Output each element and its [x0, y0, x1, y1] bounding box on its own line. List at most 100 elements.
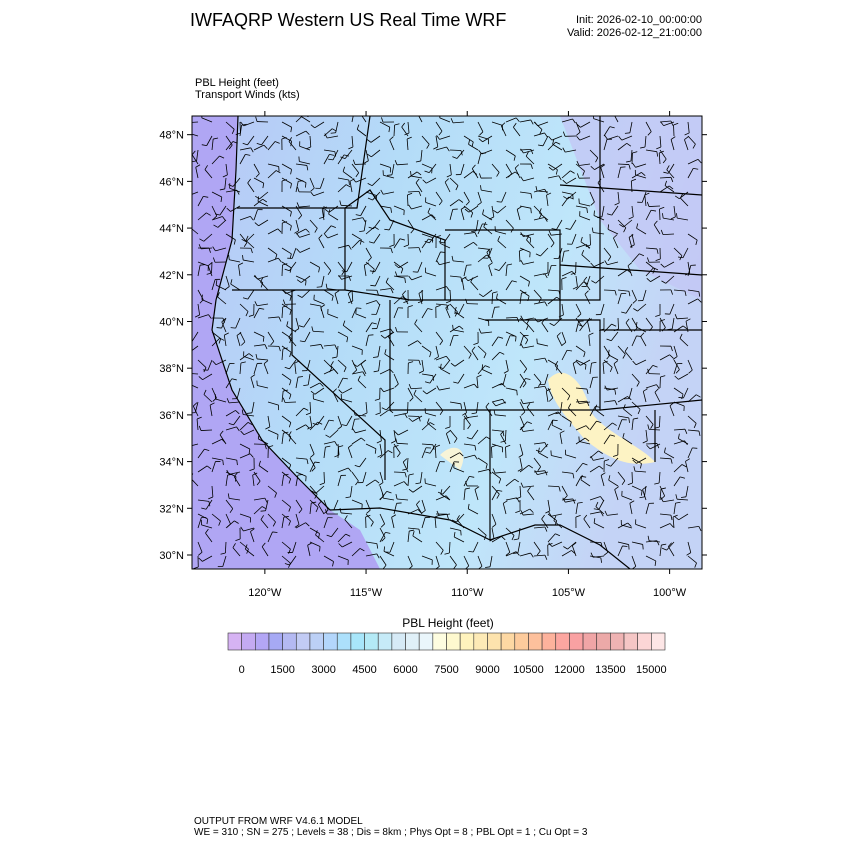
wind-barb	[527, 486, 535, 501]
wind-barb	[228, 177, 241, 187]
wind-barb	[604, 260, 619, 266]
wind-barb	[617, 345, 626, 359]
wind-barb	[339, 200, 353, 207]
wind-barb	[613, 317, 619, 332]
wind-barb	[192, 402, 199, 417]
wind-barb	[590, 261, 605, 267]
wind-barb	[491, 489, 503, 501]
wind-barb	[520, 426, 535, 432]
wind-barb	[325, 429, 339, 438]
wind-barb	[463, 417, 470, 431]
wind-barb	[355, 308, 367, 319]
wind-barb	[449, 429, 458, 443]
wind-barb	[357, 471, 367, 484]
wind-barb	[565, 219, 577, 230]
wind-barb	[449, 452, 464, 459]
wind-barb	[505, 117, 520, 123]
wind-barb	[655, 303, 661, 317]
wind-barb	[547, 485, 561, 492]
wind-barb	[365, 226, 379, 235]
wind-barb	[421, 499, 426, 514]
wind-barb	[500, 430, 507, 445]
wind-barb	[195, 164, 201, 179]
wind-barb	[407, 340, 422, 347]
wind-barb	[265, 415, 271, 430]
wind-barb	[538, 447, 549, 459]
wind-barb	[192, 150, 199, 165]
wind-barb	[673, 464, 687, 473]
wind-barb	[519, 421, 532, 431]
wind-barb	[568, 403, 577, 417]
wind-barb	[587, 318, 592, 333]
wind-barb	[379, 555, 387, 569]
wind-barb	[281, 499, 291, 512]
wind-barb	[546, 192, 552, 207]
wind-barb	[514, 164, 521, 179]
wind-barb	[267, 228, 282, 235]
wind-barb	[519, 119, 534, 125]
wind-barb	[463, 487, 471, 501]
wind-barb	[645, 247, 659, 254]
wind-barb	[687, 233, 698, 245]
wind-barb	[253, 331, 265, 342]
wind-barb	[685, 318, 691, 333]
wind-barb	[534, 121, 549, 127]
wind-barb	[617, 415, 630, 423]
wind-barb	[580, 474, 591, 487]
wind-barb	[466, 429, 479, 440]
wind-barb	[393, 205, 405, 216]
longitude-axis: 120°W 115°W 110°W 105°W 100°W	[248, 111, 687, 599]
wind-barb	[200, 519, 213, 529]
wind-barb	[435, 251, 446, 263]
wind-barb	[463, 264, 472, 277]
wind-barb	[449, 275, 463, 283]
wind-barb	[347, 444, 353, 459]
wind-barb	[192, 121, 199, 123]
wind-barb	[467, 503, 479, 515]
wind-barb	[281, 541, 291, 554]
wind-barb	[309, 461, 320, 473]
wind-barb	[295, 424, 310, 431]
wind-barb	[687, 359, 693, 374]
wind-barb	[491, 485, 500, 499]
wind-barb	[604, 135, 619, 140]
wind-barb	[281, 219, 292, 231]
wind-barb	[463, 443, 477, 451]
wind-barb	[253, 144, 268, 151]
wind-barb	[501, 122, 507, 137]
wind-barb	[383, 546, 395, 557]
wind-barb	[436, 385, 451, 391]
wind-barb	[321, 206, 327, 221]
wind-barb	[401, 122, 409, 137]
wind-barb	[427, 418, 437, 431]
wind-barb	[309, 501, 317, 515]
wind-barb	[318, 234, 325, 249]
wind-barb	[505, 316, 520, 323]
colorbar-swatch	[610, 632, 625, 651]
lat-tick-label: 30°N	[159, 550, 184, 562]
wind-barb	[410, 171, 423, 179]
wind-barb	[393, 261, 404, 274]
wind-barb	[215, 280, 227, 291]
colorbar-label: 7500	[434, 664, 458, 676]
wind-barb	[295, 522, 310, 529]
wind-barb	[533, 188, 548, 194]
wind-barb	[371, 317, 381, 330]
wind-barb	[435, 541, 444, 555]
wind-barb	[482, 209, 493, 221]
wind-barb	[491, 471, 502, 484]
wind-barb	[337, 555, 349, 565]
wind-barb	[421, 308, 433, 319]
wind-barb	[631, 373, 640, 387]
wind-barb	[575, 317, 583, 332]
wind-barb	[444, 178, 451, 193]
wind-barb	[260, 515, 269, 529]
wind-barb	[281, 205, 292, 217]
wind-barb	[281, 389, 289, 403]
wind-barb	[624, 347, 633, 361]
wind-barb	[379, 163, 391, 173]
model-info: OUTPUT FROM WRF V4.6.1 MODEL WE = 310 ; …	[194, 816, 587, 838]
wind-barb	[478, 135, 493, 143]
wind-barb	[435, 331, 443, 346]
wind-barb	[674, 513, 689, 521]
